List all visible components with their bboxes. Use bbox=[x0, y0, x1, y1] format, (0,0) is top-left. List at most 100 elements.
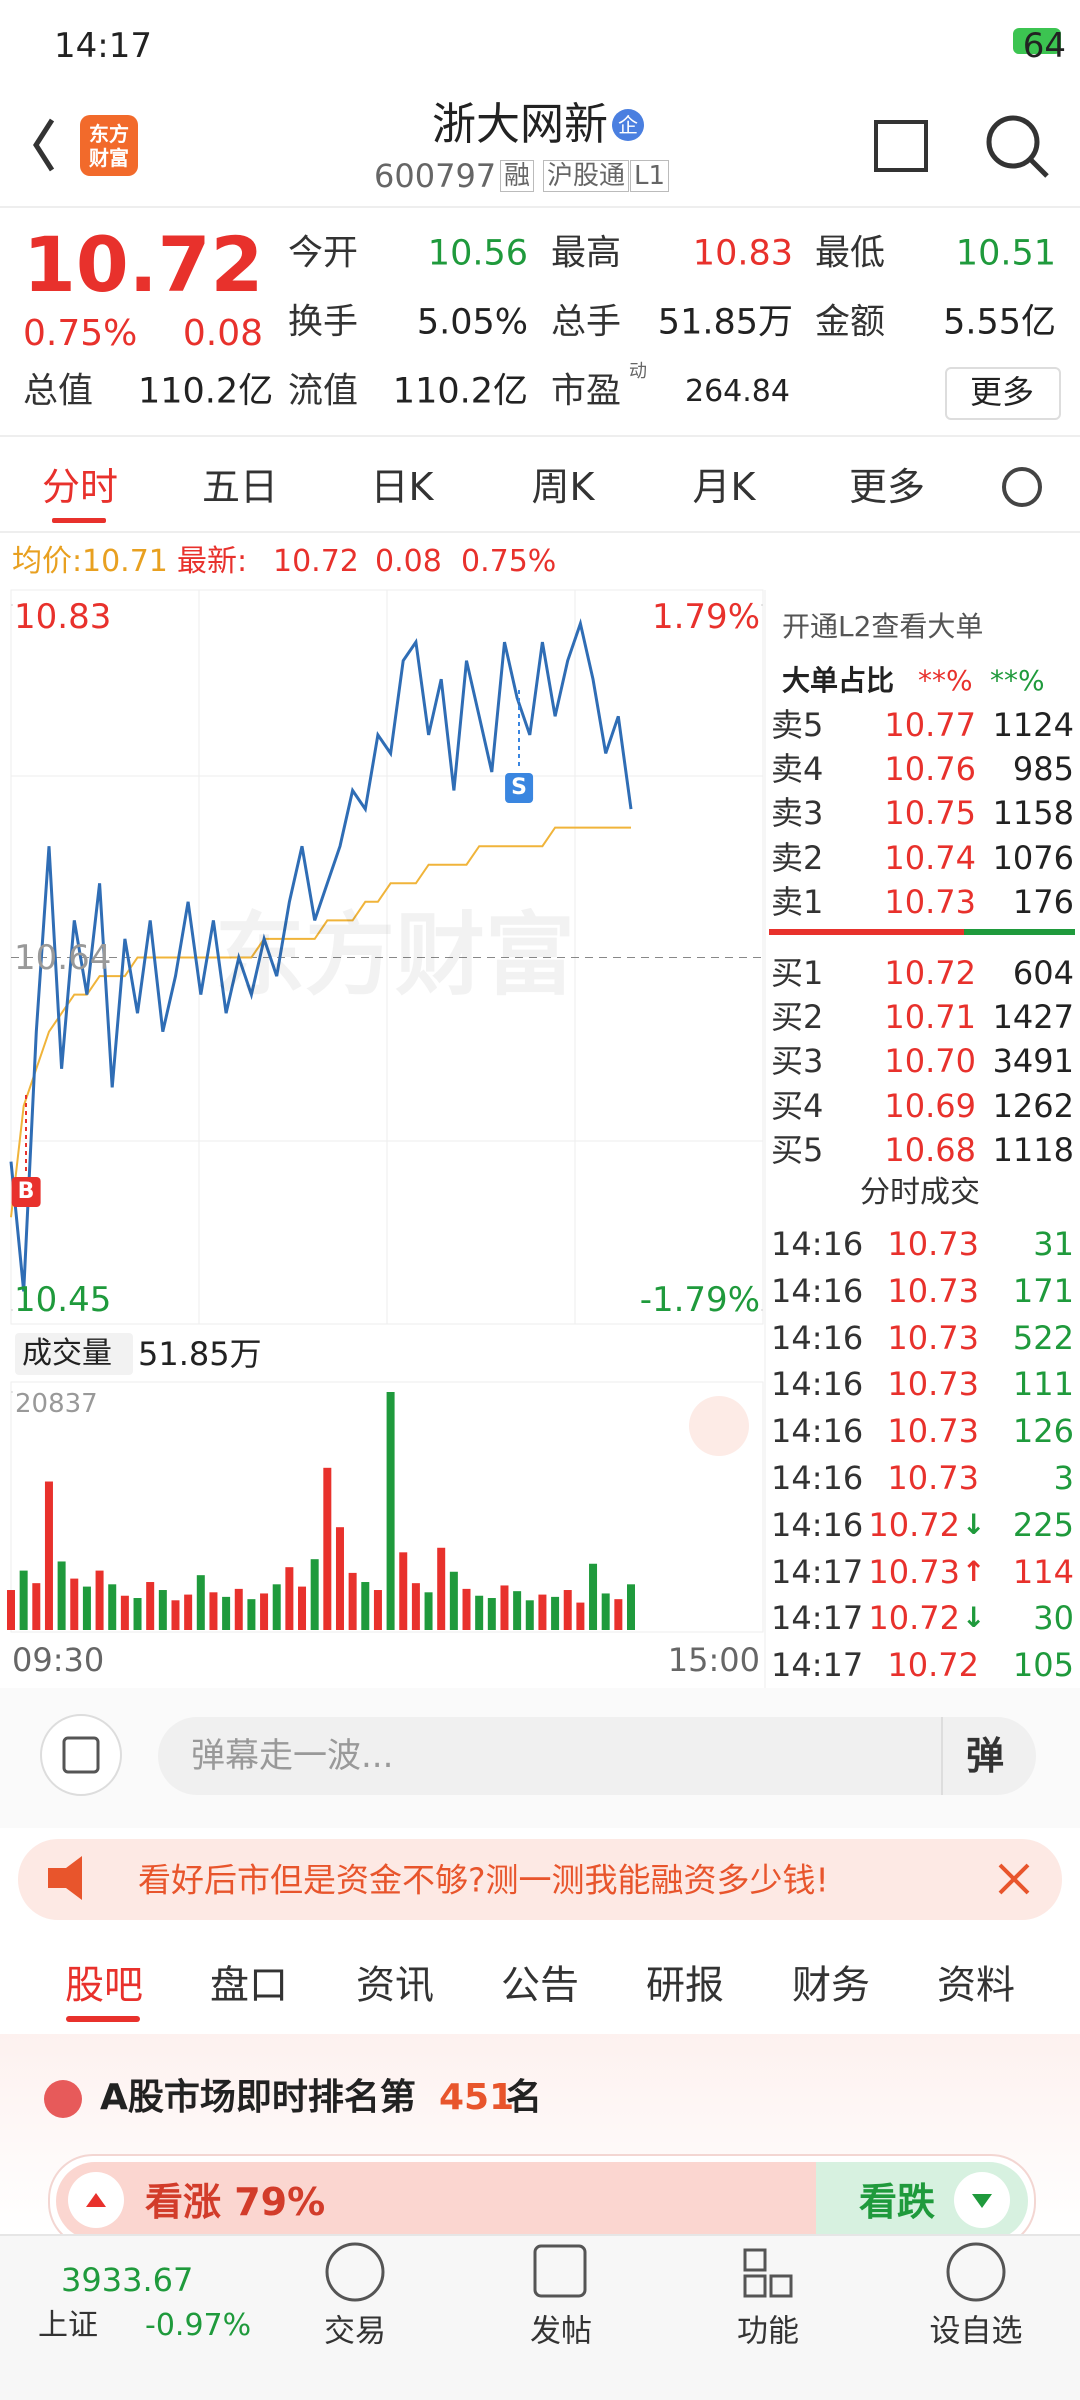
trades-title: 分时成交 bbox=[860, 1175, 980, 1210]
trade-time: 14:16 bbox=[771, 1459, 864, 1497]
section-tab[interactable]: 财务 bbox=[791, 1963, 871, 2009]
book-volume: 1427 bbox=[992, 998, 1074, 1037]
nav-icon[interactable] bbox=[533, 2244, 587, 2298]
book-price: 10.69 bbox=[884, 1086, 976, 1125]
nav-item[interactable]: 设自选 bbox=[929, 2313, 1023, 2350]
volume-frame bbox=[10, 1381, 764, 1633]
section-tab[interactable]: 盘口 bbox=[209, 1963, 289, 2009]
tab-underline bbox=[52, 518, 106, 523]
divider bbox=[0, 531, 1080, 533]
change-pct: 0.75% bbox=[23, 313, 138, 354]
bottom-nav bbox=[0, 2234, 1080, 2400]
banner-text[interactable]: 看好后市但是资金不够?测一测我能融资多少钱! bbox=[138, 1860, 829, 1900]
book-price: 10.72 bbox=[884, 954, 976, 992]
volume-selector[interactable] bbox=[15, 1333, 133, 1375]
vote-up[interactable]: 看涨 79% bbox=[145, 2180, 326, 2224]
nav-item[interactable]: 发帖 bbox=[530, 2313, 592, 2350]
trade-volume: 126 bbox=[1012, 1412, 1074, 1451]
book-level: 卖2 bbox=[771, 838, 824, 877]
watermark: 东方财富 bbox=[215, 903, 575, 1008]
info-last-label: 最新: bbox=[177, 544, 248, 579]
comment-placeholder[interactable]: 弹幕走一波... bbox=[191, 1736, 394, 1776]
section-tab[interactable]: 资料 bbox=[936, 1963, 1016, 2009]
close-icon[interactable] bbox=[998, 1863, 1030, 1895]
up-icon bbox=[86, 2193, 106, 2207]
comment-input[interactable] bbox=[158, 1717, 1036, 1795]
y-tick-label: 10.83 bbox=[14, 597, 112, 637]
promo-banner[interactable] bbox=[18, 1839, 1062, 1920]
title-badge: 企 bbox=[612, 109, 644, 141]
section-tab[interactable]: 资讯 bbox=[355, 1963, 435, 2009]
section-tab[interactable]: 股吧 bbox=[64, 1963, 144, 2009]
divider bbox=[0, 435, 1080, 437]
x-tick-label: 09:30 bbox=[12, 1641, 105, 1679]
book-level: 买1 bbox=[771, 954, 824, 992]
chart-tab[interactable]: 更多 bbox=[848, 465, 926, 509]
back-icon[interactable] bbox=[33, 118, 55, 172]
volume-bar bbox=[601, 1593, 610, 1630]
volume-bar bbox=[475, 1595, 484, 1630]
volume-bar bbox=[19, 1570, 28, 1630]
trade-price: 10.73 bbox=[868, 1552, 960, 1591]
chart-tab[interactable]: 分时 bbox=[41, 465, 119, 509]
more-button[interactable]: 更多 bbox=[969, 373, 1035, 411]
trade-marker: S bbox=[505, 773, 533, 803]
nav-icon[interactable] bbox=[743, 2248, 767, 2272]
info-avg-label: 均价: bbox=[12, 544, 83, 579]
y2-tick-label: -1.79% bbox=[639, 1280, 760, 1320]
volume-bar bbox=[247, 1599, 256, 1630]
stock-code: 600797 bbox=[374, 157, 497, 195]
trade-price: 10.73 bbox=[887, 1459, 979, 1497]
change: 0.08 bbox=[182, 313, 263, 354]
settings-icon[interactable] bbox=[1002, 467, 1042, 507]
chart-tab[interactable]: 周K bbox=[531, 465, 595, 509]
nav-icon bbox=[769, 2274, 793, 2298]
volume-bar bbox=[462, 1588, 471, 1630]
y-tick-label: 10.64 bbox=[14, 937, 112, 978]
book-price: 10.68 bbox=[884, 1130, 976, 1169]
nav-icon[interactable] bbox=[325, 2242, 385, 2302]
divider bbox=[0, 206, 1080, 208]
stat-value: 5.55亿 bbox=[943, 302, 1056, 343]
nav-icon[interactable] bbox=[946, 2242, 1006, 2302]
down-icon bbox=[972, 2194, 992, 2208]
y-tick-label: 10.45 bbox=[14, 1280, 112, 1320]
volume-bar bbox=[589, 1563, 598, 1630]
danmaku-button[interactable]: 弹 bbox=[965, 1734, 1005, 1778]
volume-bar bbox=[525, 1600, 534, 1630]
comment-icon bbox=[62, 1736, 100, 1774]
vote-up[interactable] bbox=[56, 2162, 816, 2240]
expand-icon[interactable] bbox=[689, 1396, 749, 1456]
volume-bar bbox=[399, 1552, 408, 1630]
stat-value: 10.56 bbox=[427, 233, 528, 274]
battery-icon bbox=[1013, 28, 1061, 54]
nav-item[interactable]: 交易 bbox=[324, 2313, 386, 2350]
stat-value: 10.51 bbox=[955, 233, 1056, 274]
l2-promo[interactable]: 开通L2查看大单 bbox=[782, 610, 984, 643]
volume-bar bbox=[500, 1585, 509, 1630]
volume-bar bbox=[32, 1583, 41, 1630]
trade-time: 14:16 bbox=[771, 1505, 864, 1544]
comment-icon[interactable] bbox=[40, 1714, 122, 1796]
trade-time: 14:16 bbox=[771, 1318, 864, 1357]
divider bbox=[941, 1717, 943, 1795]
vote-down[interactable]: 看跌 bbox=[858, 2180, 935, 2224]
chart-tab[interactable]: 五日 bbox=[201, 465, 279, 509]
info-change: 0.08 bbox=[375, 544, 442, 579]
nav-item[interactable]: 功能 bbox=[737, 2313, 799, 2350]
volume-bar bbox=[234, 1588, 243, 1630]
volume-bar bbox=[449, 1571, 458, 1630]
chart-tab[interactable]: 日K bbox=[370, 465, 434, 509]
book-price: 10.76 bbox=[884, 750, 976, 789]
section-tab[interactable]: 研报 bbox=[645, 1963, 725, 2009]
share-icon[interactable] bbox=[874, 120, 928, 172]
more-button[interactable] bbox=[945, 367, 1061, 420]
speaker-icon bbox=[48, 1856, 82, 1900]
stat-value: 110.2亿 bbox=[392, 371, 528, 412]
avg-line bbox=[10, 826, 631, 1218]
section-tab[interactable]: 公告 bbox=[500, 1963, 580, 2009]
volume-bar bbox=[411, 1583, 420, 1630]
chart-tab[interactable]: 月K bbox=[692, 465, 756, 509]
search-icon[interactable] bbox=[986, 115, 1040, 169]
